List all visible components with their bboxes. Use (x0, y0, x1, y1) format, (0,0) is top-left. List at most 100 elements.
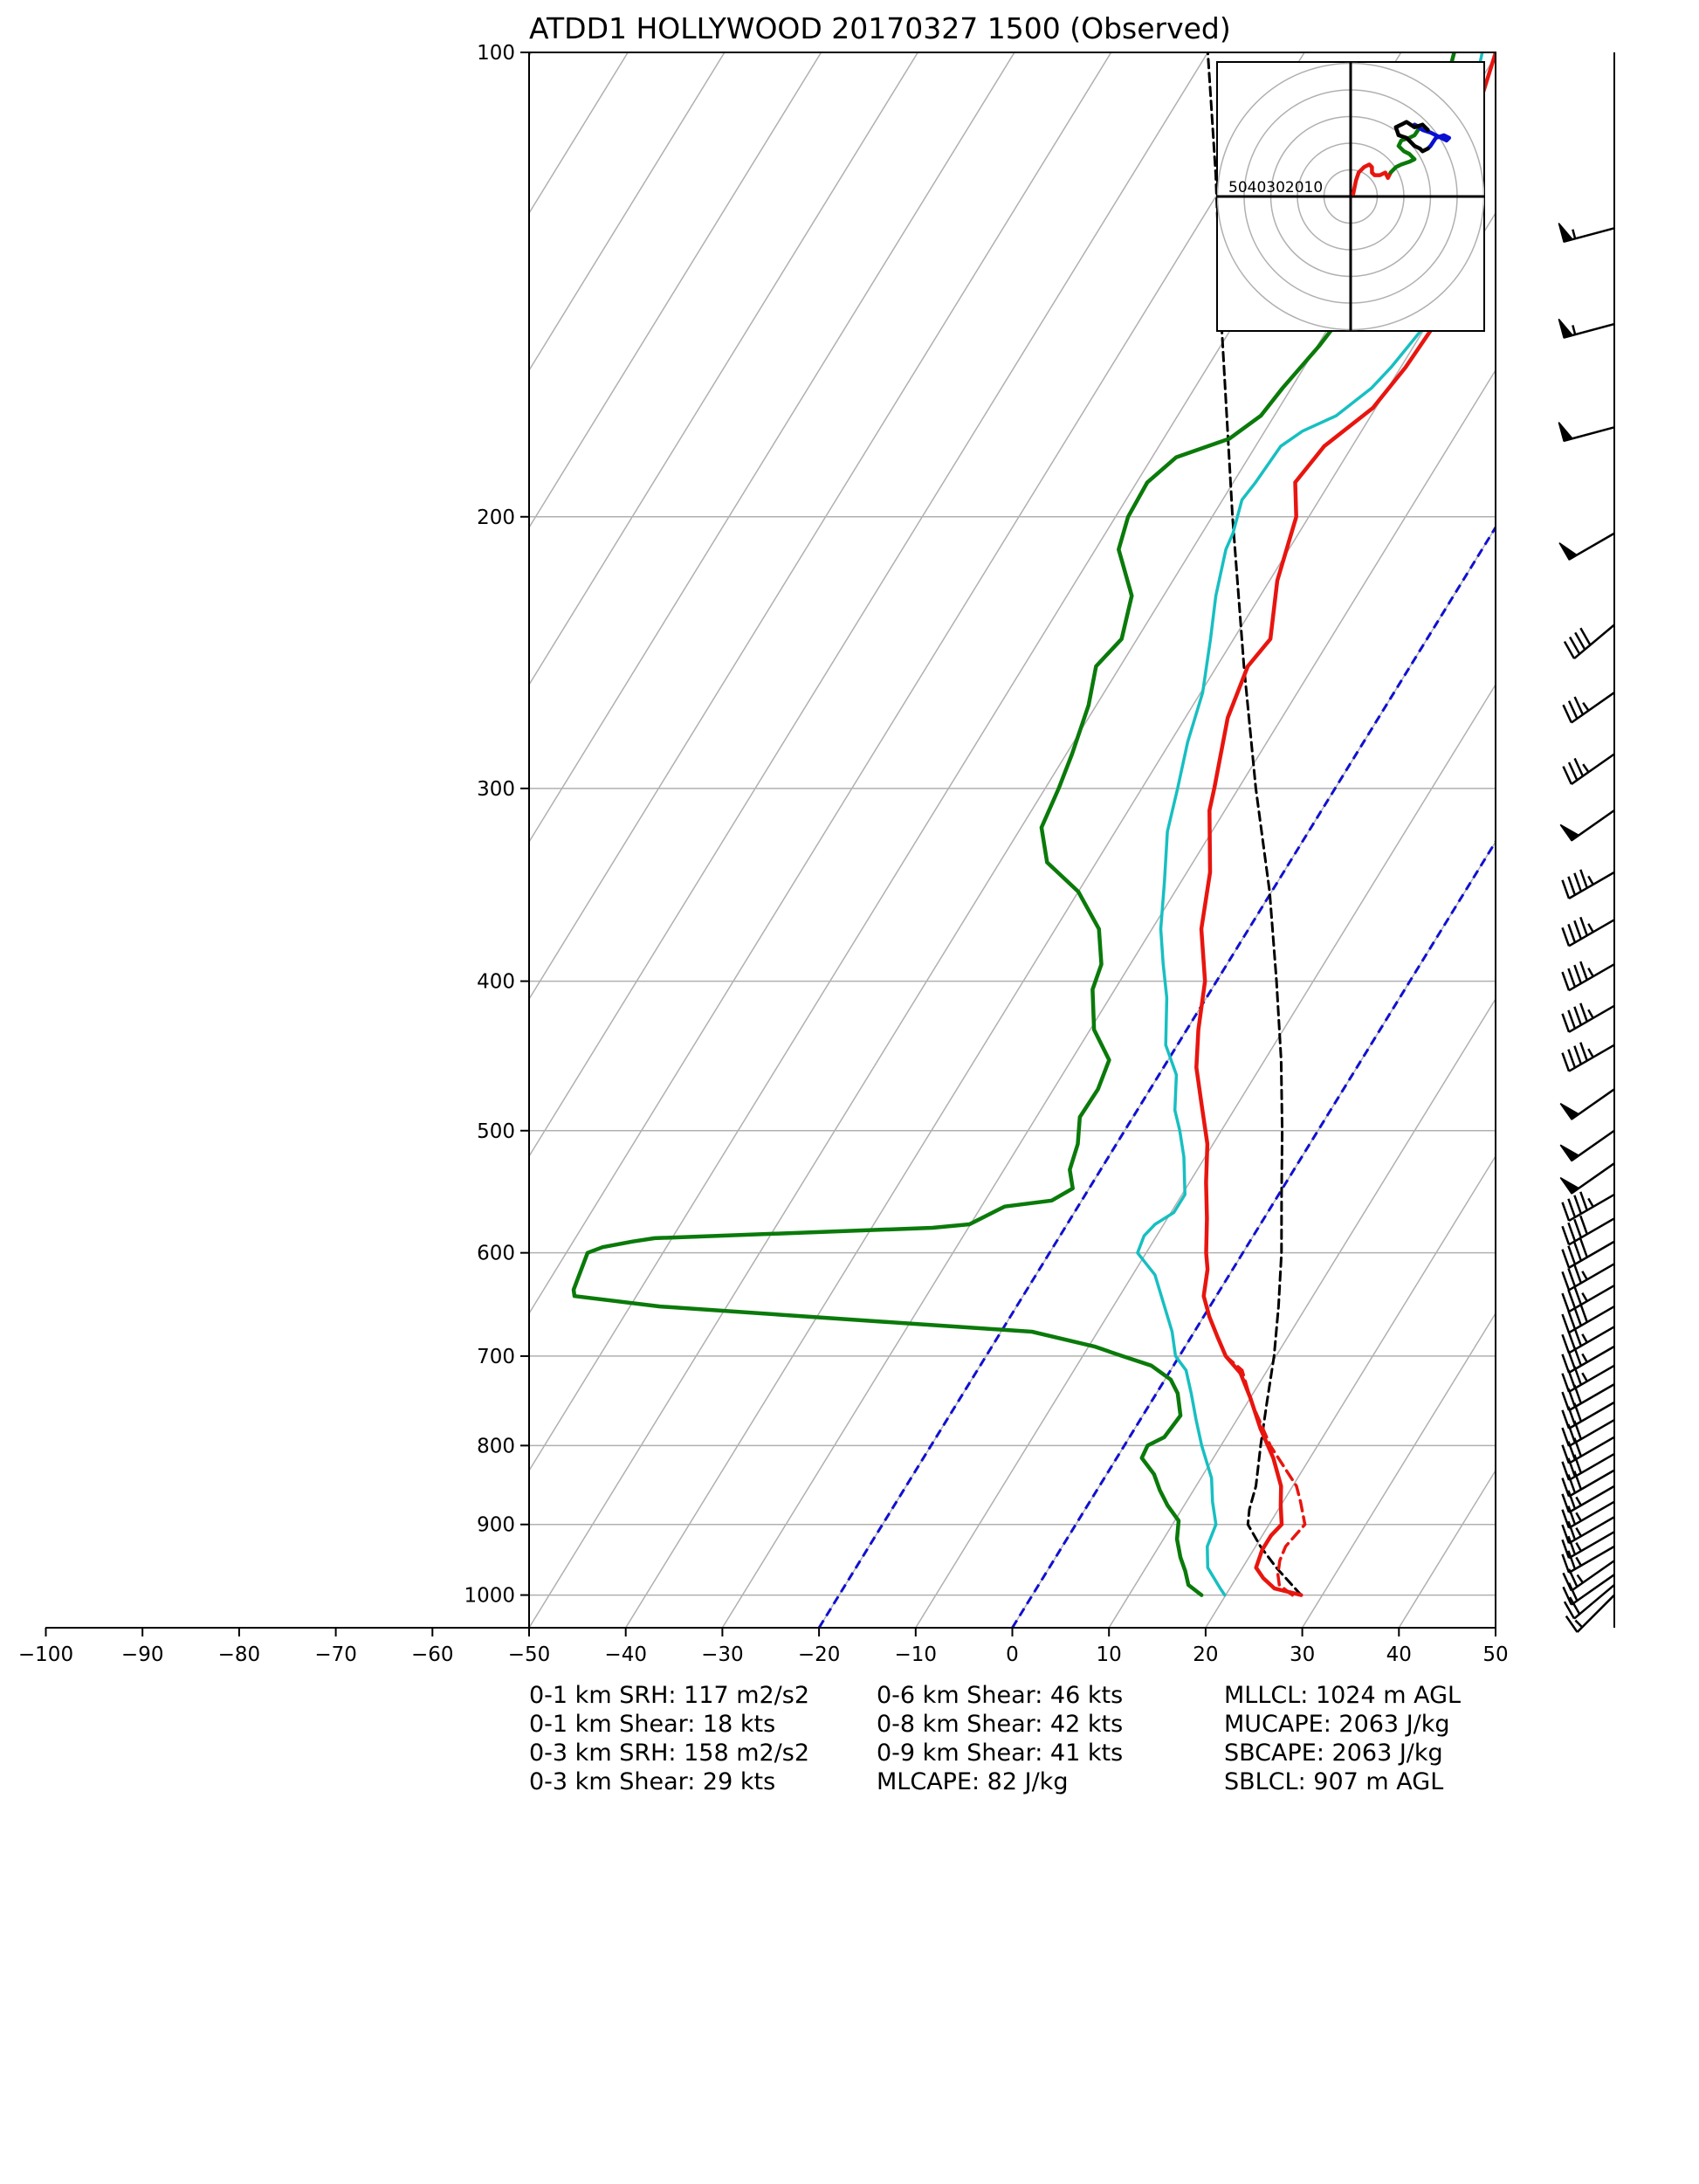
wind-barb-half-tick (1576, 1574, 1584, 1584)
wind-barb-full-tick (1561, 1493, 1571, 1513)
wind-barb-full-tick (1579, 961, 1588, 981)
wind-barb-half-tick (1587, 968, 1594, 977)
wind-barb (1558, 422, 1615, 443)
wind-barb (1562, 753, 1615, 785)
wind-barb-full-tick (1567, 1535, 1577, 1555)
wind-barb-half-tick (1581, 1333, 1588, 1343)
wind-barb (1561, 869, 1615, 899)
isotherm-line (0, 52, 48, 1628)
x-tick-label: 50 (1482, 1643, 1508, 1666)
x-tick-label: −30 (701, 1643, 744, 1666)
wind-barb-flag (1558, 318, 1574, 339)
stat-0-3km-srh: 0-3 km SRH: 158 m2/s2 (529, 1740, 810, 1767)
wind-barb-full-tick (1561, 1373, 1571, 1393)
x-tick-label: 30 (1290, 1643, 1315, 1666)
wind-barb (1563, 624, 1615, 660)
wind-barb-full-tick (1567, 1245, 1577, 1265)
wind-barb-full-tick (1567, 1049, 1577, 1069)
y-tick-label: 500 (477, 1120, 515, 1143)
isotherm-line (529, 52, 1208, 1158)
x-axis-ticks: −100 −90 −80 −70 −60 −50 −40 −30 −20 −10 0 10 20 30 40… (18, 1627, 1509, 1666)
wind-barb (1558, 318, 1615, 339)
wind-barb-shaft (1568, 1240, 1615, 1269)
parcel-trace (1206, 52, 1303, 1597)
x-tick-label: −40 (604, 1643, 647, 1666)
wind-barb-full-tick (1569, 636, 1581, 655)
wind-barb-half-tick (1587, 1197, 1594, 1208)
wind-barb-full-tick (1561, 971, 1571, 991)
wind-barb-shaft (1571, 1560, 1615, 1592)
wind-barb-full-tick (1561, 1052, 1571, 1072)
isotherm-line (529, 52, 1305, 1315)
x-tick-label: 0 (1006, 1643, 1019, 1666)
hodograph-trace-hodograph-mid (1388, 122, 1422, 175)
hodograph-inset: 5040302010 (1216, 61, 1485, 332)
isotherm-line (1495, 1626, 1496, 1628)
wetbulb-trace (1136, 52, 1484, 1597)
wind-barb-shaft (1568, 1364, 1615, 1393)
wind-barb-full-tick (1573, 1326, 1583, 1347)
wind-barb-full-tick (1562, 766, 1572, 785)
wind-barb-flag (1558, 223, 1574, 243)
stats-column-thermo: MLLCL: 1024 m AGL MUCAPE: 2063 J/kg SBCA… (1224, 1681, 1461, 1796)
wind-barb-full-tick (1569, 1596, 1581, 1616)
wind-barb (1561, 1285, 1615, 1313)
wind-barb-full-tick (1579, 1215, 1588, 1235)
wind-barb-shaft (1568, 1217, 1615, 1246)
reference-isotherm-line (817, 525, 1496, 1628)
wind-barb-shaft (1568, 871, 1615, 899)
wind-barb-half-tick (1575, 1512, 1582, 1522)
wind-barb-half-tick (1575, 1556, 1582, 1567)
wind-barb (1561, 1436, 1615, 1464)
stat-mlcape: MLCAPE: 82 J/kg (877, 1768, 1069, 1795)
wind-barb-half-tick (1581, 1353, 1588, 1363)
isotherm-line (721, 369, 1496, 1628)
wind-barb-full-tick (1561, 1461, 1571, 1481)
wind-barb-full-tick (1573, 696, 1585, 715)
wind-barb-shaft (1568, 1326, 1615, 1354)
wind-barb-half-tick (1575, 1527, 1582, 1537)
wind-barb-full-tick (1573, 920, 1583, 940)
wind-barb-full-tick (1561, 927, 1571, 947)
wind-barb (1561, 1345, 1615, 1374)
wind-barb-flag (1559, 1144, 1580, 1162)
isotherm-line (1592, 52, 1699, 1628)
stat-mucape: MUCAPE: 2063 J/kg (1224, 1711, 1450, 1738)
wind-barb-shaft (1568, 1545, 1615, 1574)
wind-barb-full-tick (1561, 1354, 1571, 1374)
wind-barb-full-tick (1573, 964, 1583, 984)
wind-barb-shaft (1568, 1004, 1615, 1033)
isotherm-line (0, 52, 435, 1628)
wind-barb-full-tick (1573, 1454, 1583, 1474)
wind-barb-full-tick (1561, 879, 1571, 899)
wind-barb (1561, 1452, 1615, 1481)
y-tick-label: 900 (477, 1514, 515, 1537)
dewpoint-trace (571, 52, 1456, 1597)
wind-barb-full-tick (1562, 1586, 1572, 1606)
stat-0-3km-shear: 0-3 km Shear: 29 kts (529, 1768, 776, 1795)
wind-barb-half-tick (1581, 1292, 1588, 1302)
x-tick-label: 10 (1097, 1643, 1122, 1666)
wind-barb-flag (1558, 422, 1574, 442)
wind-barb-full-tick (1567, 1474, 1577, 1494)
wind-barb-full-tick (1567, 1267, 1577, 1287)
wind-barb-shaft (1568, 1500, 1615, 1529)
wind-barb-full-tick (1579, 916, 1588, 936)
wind-barb (1561, 916, 1615, 947)
wind-barb-full-tick (1561, 1013, 1571, 1033)
wind-barb (1559, 1162, 1615, 1195)
y-tick-label: 300 (477, 778, 515, 801)
wind-barb-half-tick (1582, 763, 1590, 773)
wind-barb-shaft (1573, 1584, 1615, 1620)
wind-barb-full-tick (1567, 1520, 1577, 1540)
wind-barb (1558, 223, 1615, 244)
wind-barb-shaft (1568, 1305, 1615, 1334)
wind-barb-full-tick (1573, 872, 1583, 892)
wind-barb-full-tick (1562, 704, 1572, 724)
wind-barb (1561, 1418, 1615, 1448)
wind-barb-shaft (1568, 1436, 1615, 1464)
wind-barb-shaft (1568, 1516, 1615, 1545)
isotherm-line (0, 52, 338, 1628)
wind-barb-shaft (1573, 624, 1615, 660)
stat-sbcape: SBCAPE: 2063 J/kg (1224, 1740, 1443, 1767)
